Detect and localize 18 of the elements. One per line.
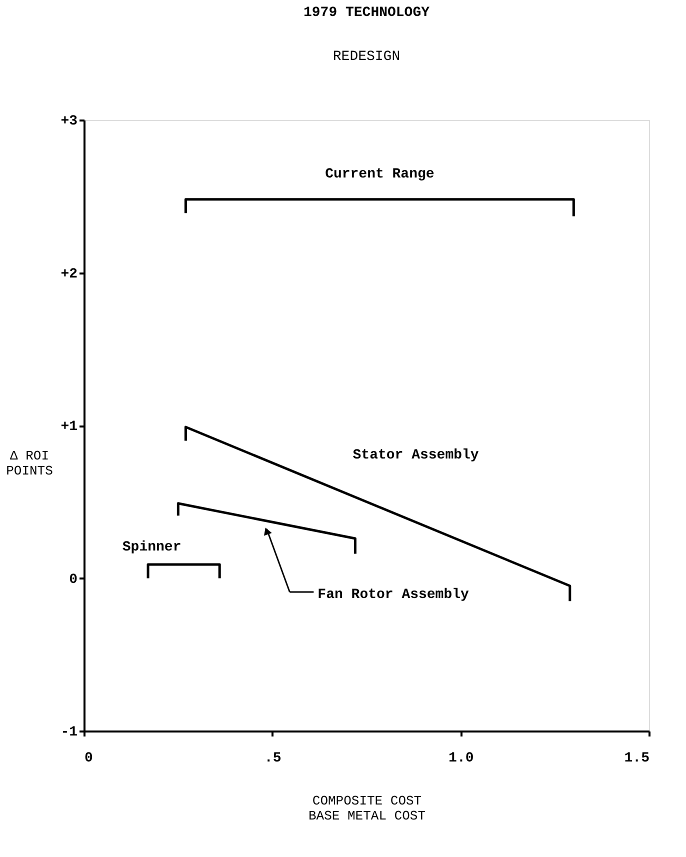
x-axis-title: COMPOSITE COST BASE METAL COST (308, 794, 426, 824)
y-tick-label: +3 (60, 114, 78, 130)
series-label: Spinner (122, 540, 182, 556)
x-tick-label: .5 (264, 750, 282, 766)
y-tick-label: +2 (60, 266, 78, 282)
x-tick-label: 1.0 (448, 750, 474, 766)
chart-subtitle: REDESIGN (332, 49, 400, 65)
y-tick-label: 0 (69, 572, 78, 588)
series-label: Current Range (325, 166, 434, 182)
text: Stator Assembly (352, 447, 480, 464)
y-axis-title: Δ ROI POINTS (6, 448, 54, 478)
y-tick-label: +1 (60, 419, 78, 435)
x-tick-label: 0 (84, 750, 93, 766)
line-series (184, 426, 572, 602)
chart-title: 1979 TECHNOLOGY (303, 5, 430, 21)
x-tick-label: 1.5 (624, 750, 650, 766)
legend-label: Fan Rotor Assembly (318, 586, 470, 603)
y-tick-label: -1 (60, 724, 78, 740)
